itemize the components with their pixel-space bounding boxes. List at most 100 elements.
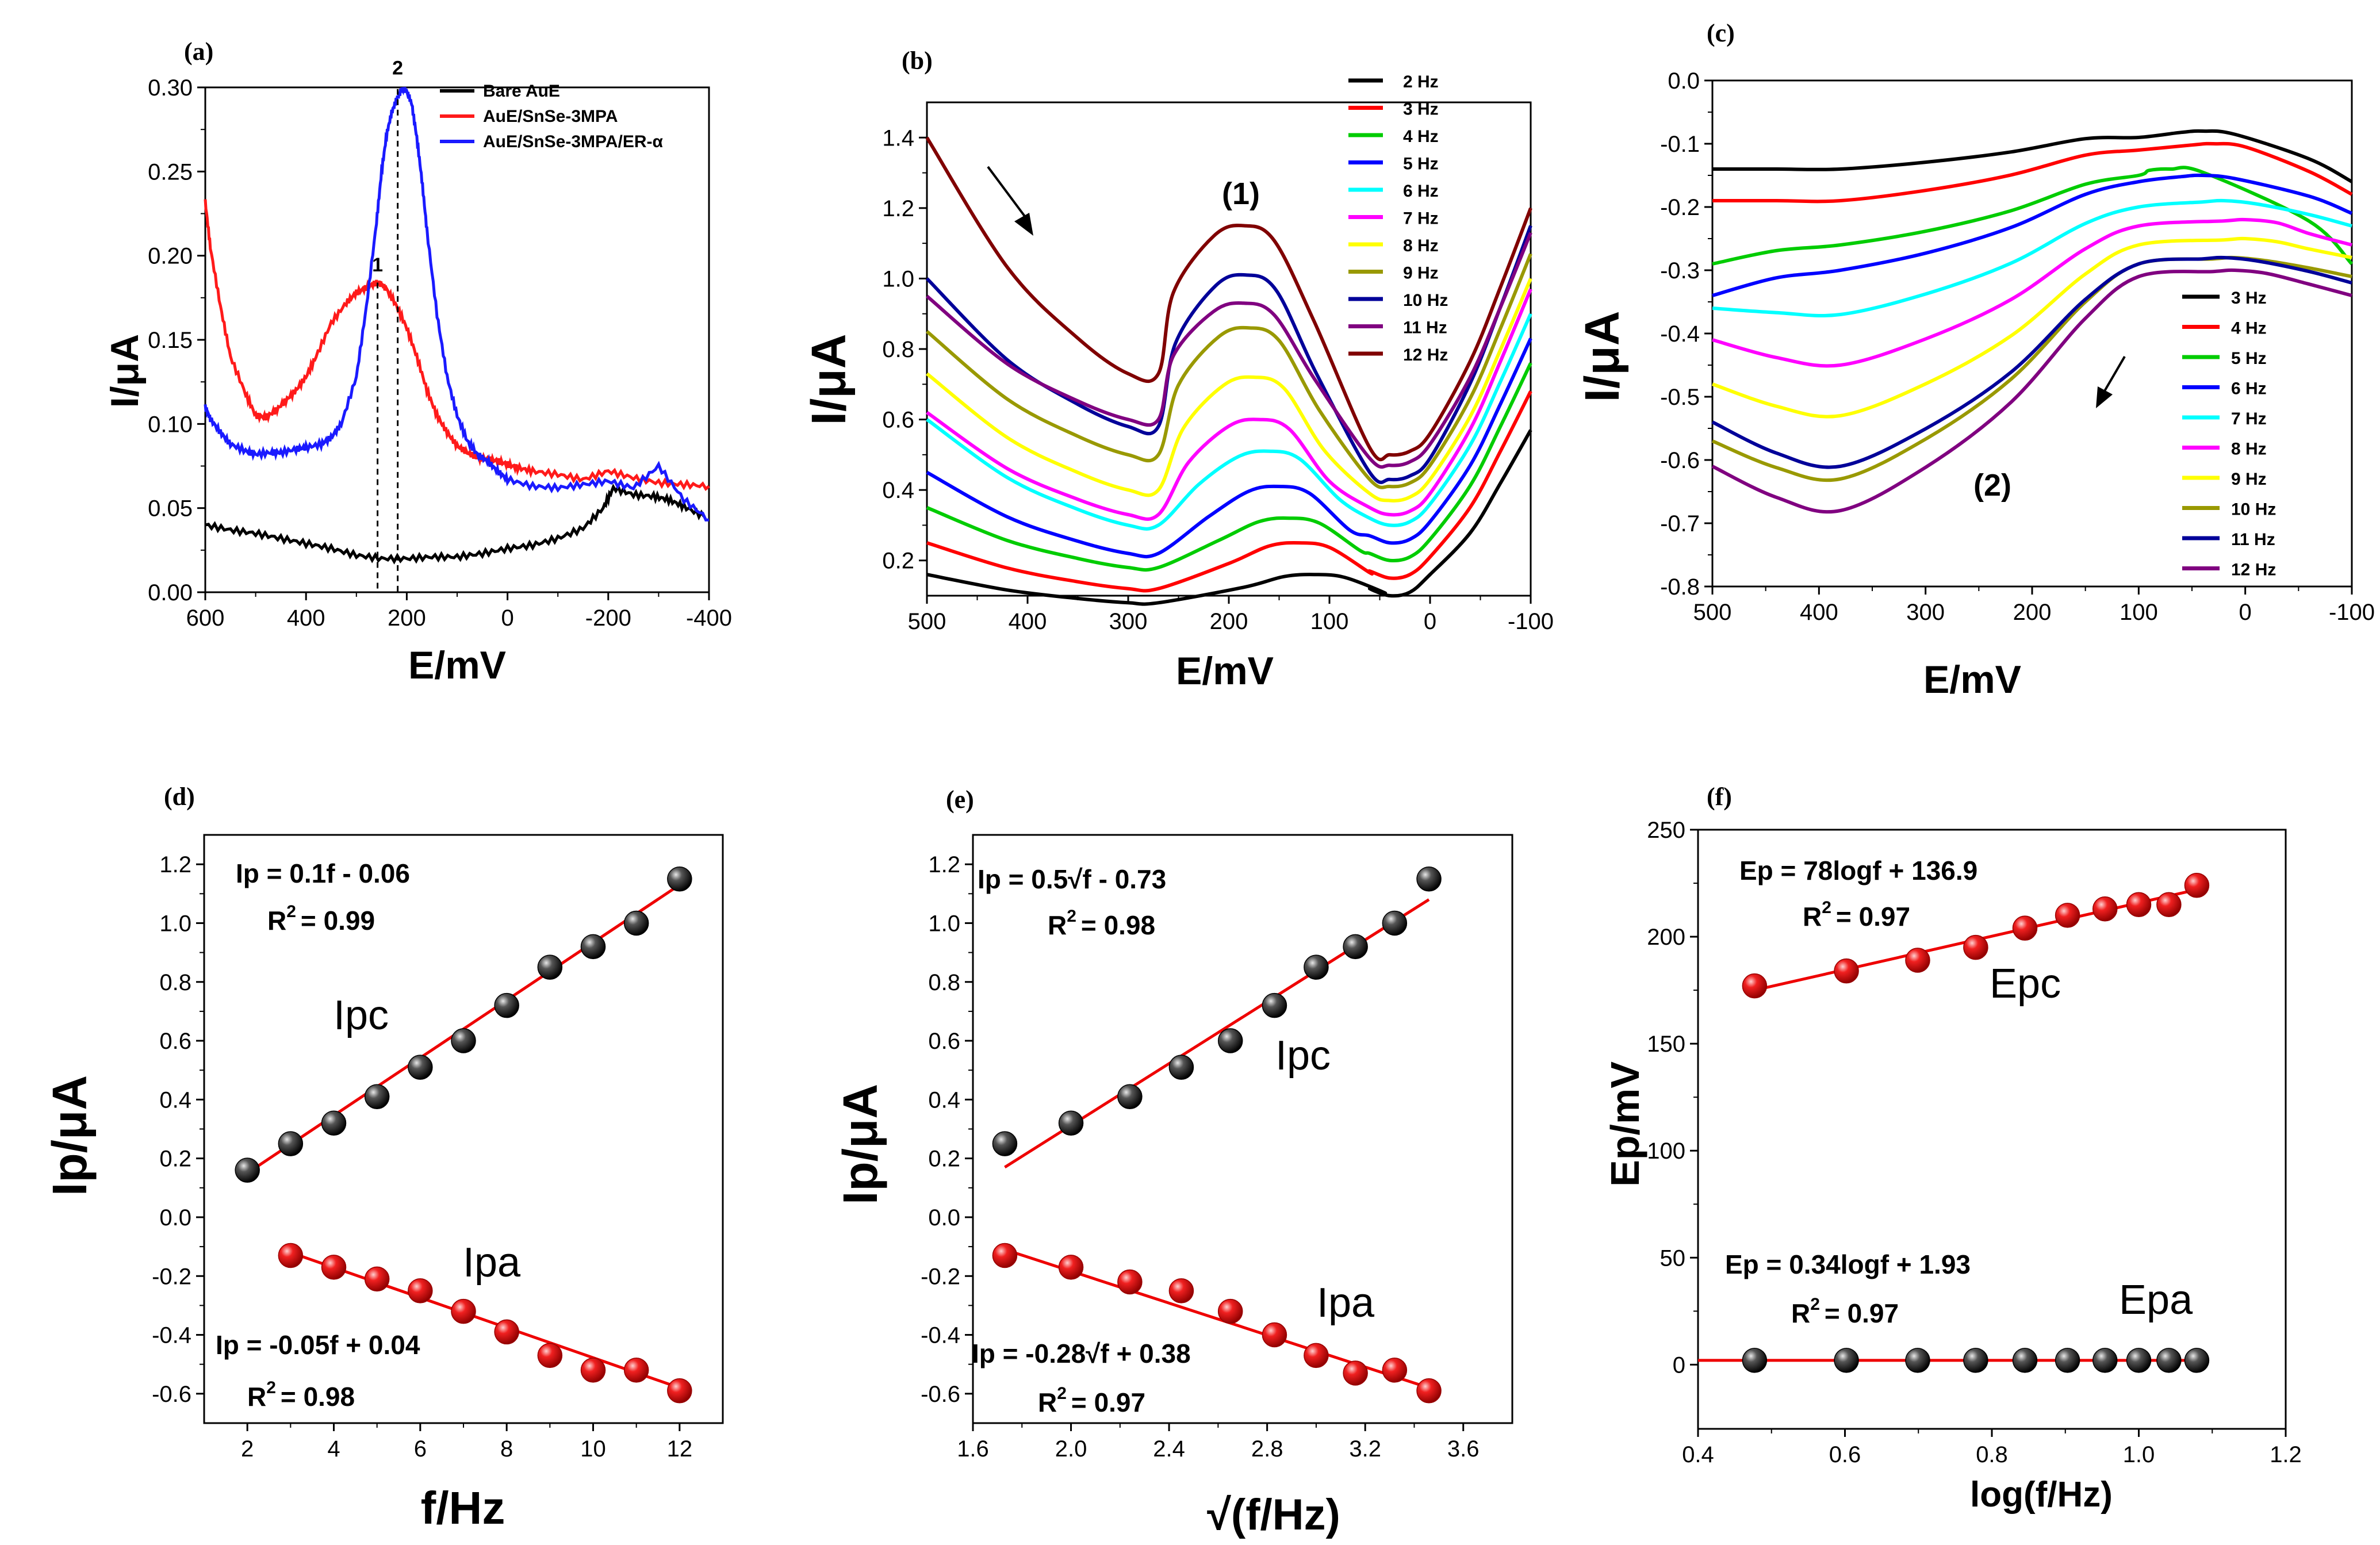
data-point-d-ipc: [580, 934, 606, 960]
legend-entry-c: 5 Hz: [2231, 349, 2267, 368]
c-y-tick-label: -0.1: [1660, 132, 1700, 157]
legend-entry-c: 11 Hz: [2231, 530, 2275, 549]
panel-a: (a) I/μA E/mV 600 400 200 0 -200 -400 0.00 0.05…: [103, 37, 732, 687]
series-line-b-2: [926, 390, 1532, 593]
d-x-tick-label: 6: [414, 1436, 427, 1462]
f-y-tick-label: 0: [1673, 1352, 1685, 1378]
data-point-d-ipc: [623, 910, 649, 936]
axes-d: 2 4 6 8 10 12 -0.6 -0.4 -0.2 0.0 0.2 0.4 0.6 0.8 1.0 1.…: [152, 834, 724, 1462]
legend-entry-bare-aue: Bare AuE: [483, 82, 560, 101]
series-line-b-1: [926, 429, 1532, 606]
x-axis-label-b: E/mV: [1176, 649, 1274, 693]
series-line-c-6: [1712, 217, 2352, 368]
d-y-tick-label: -0.4: [152, 1323, 191, 1348]
data-point-f-epc: [2156, 892, 2182, 917]
f-x-tick-label: 0.8: [1976, 1442, 2008, 1467]
data-point-e-ipc: [992, 1131, 1018, 1156]
d-x-tick-label: 4: [327, 1436, 340, 1462]
panel-label-e: (e): [946, 785, 974, 814]
b-x-tick-label: -100: [1508, 609, 1554, 634]
e-x-tick-label: 3.2: [1349, 1436, 1381, 1462]
series-line-c-10: [1711, 268, 2352, 514]
a-x-tick-label: 0: [501, 605, 513, 631]
panel-b: (b) I/μA E/mV 500 400 300 200 100 0 -100 0.2 0.4…: [802, 47, 1554, 693]
data-point-f-epa: [1905, 1348, 1930, 1373]
e-y-tick-label: -0.2: [921, 1264, 960, 1289]
panel-c: (c) I/μA E/mV 500 400 300 200 100 0 -100 -0.8 -0…: [1575, 19, 2375, 701]
legend-entry-b: 3 Hz: [1403, 100, 1439, 119]
d-y-tick-label: 0.4: [159, 1087, 191, 1113]
legend-entry-c: 6 Hz: [2231, 379, 2267, 398]
equation-ipa-d: Ip = -0.05f + 0.04: [216, 1330, 420, 1360]
d-y-tick-label: 0.2: [159, 1147, 191, 1172]
data-point-e-ipa: [1343, 1360, 1368, 1386]
legend-b: 2 Hz 3 Hz 4 Hz 5 Hz 6 Hz 7 Hz 8 Hz 9 Hz 10 Hz 11 …: [1348, 72, 1448, 365]
peak-annotation-1: (1): [1222, 177, 1260, 211]
data-point-e-ipa: [1058, 1255, 1084, 1280]
data-point-f-epa: [1963, 1348, 1988, 1373]
data-point-f-epc: [1963, 934, 1988, 960]
legend-a: Bare AuE AuE/SnSe-3MPA AuE/SnSe-3MPA/ER-…: [440, 82, 663, 151]
e-y-tick-label: 1.0: [928, 911, 960, 936]
d-y-tick-label: 1.2: [159, 852, 191, 877]
panel-label-a: (a): [184, 37, 213, 66]
y-axis-label-a: I/μA: [103, 334, 147, 408]
axes-a: 600 400 200 0 -200 -400 0.00 0.05 0.10 0.15 0.20 0.…: [148, 75, 732, 631]
series-line-c-5: [1712, 198, 2352, 318]
f-x-tick-label: 1.0: [2123, 1442, 2155, 1467]
c-y-tick-label: -0.8: [1660, 574, 1700, 600]
series-line-c-2: [1712, 141, 2353, 204]
b-y-tick-label: 1.4: [882, 125, 914, 151]
equation-ipa-e: Ip = -0.28√f + 0.38: [972, 1339, 1191, 1368]
data-point-e-ipc: [1416, 866, 1442, 892]
a-x-tick-label: 600: [186, 605, 225, 631]
data-point-d-ipa: [580, 1358, 606, 1383]
legend-c: 3 Hz 4 Hz 5 Hz 6 Hz 7 Hz 8 Hz 9 Hz 10 Hz 11 Hz 12…: [2182, 289, 2276, 580]
e-y-tick-label: -0.4: [921, 1323, 960, 1348]
plot-area-e: [992, 866, 1442, 1404]
d-x-tick-label: 2: [241, 1436, 254, 1462]
legend-entry-c: 10 Hz: [2231, 500, 2276, 519]
label-epc-f: Epc: [1990, 961, 2061, 1007]
b-y-tick-label: 0.6: [882, 408, 914, 433]
a-x-tick-label: -400: [686, 605, 732, 631]
f-y-tick-label: 250: [1647, 818, 1685, 843]
series-line-b-8: [926, 253, 1532, 489]
panel-label-b: (b): [902, 47, 933, 75]
data-point-e-ipc: [1117, 1084, 1143, 1109]
data-point-e-ipa: [1262, 1322, 1287, 1348]
b-x-tick-label: 0: [1424, 609, 1436, 634]
e-x-tick-label: 2.8: [1251, 1436, 1283, 1462]
y-axis-label-d: Ip/μA: [43, 1075, 97, 1196]
series-line-a-1: [205, 483, 706, 565]
plot-area-b: [925, 136, 1532, 606]
label-ipc-e: Ipc: [1275, 1033, 1331, 1079]
panel-label-d: (d): [164, 783, 195, 811]
y-axis-label-c: I/μA: [1575, 311, 1629, 402]
data-point-d-ipc: [667, 866, 692, 892]
data-point-f-epc: [2055, 903, 2080, 928]
data-point-d-ipa: [494, 1319, 519, 1345]
x-axis-label-a: E/mV: [408, 643, 506, 687]
axes-f: 0.4 0.6 0.8 1.0 1.2 0 50 100 150 200 250: [1647, 818, 2302, 1467]
c-x-tick-label: 300: [1906, 600, 1945, 625]
d-y-tick-label: 0.0: [159, 1205, 191, 1230]
x-axis-label-d: f/Hz: [421, 1482, 505, 1534]
legend-entry-b: 6 Hz: [1403, 182, 1439, 201]
data-point-d-ipc: [408, 1055, 433, 1080]
c-x-tick-label: 0: [2239, 600, 2252, 625]
data-point-e-ipa: [1382, 1358, 1408, 1383]
e-y-tick-label: 0.0: [928, 1205, 960, 1230]
data-point-e-ipc: [1304, 954, 1329, 980]
arrow-c: [2096, 355, 2126, 408]
data-point-f-epa: [2184, 1348, 2210, 1373]
data-point-e-ipa: [992, 1243, 1018, 1268]
label-ipc-d: Ipc: [334, 992, 389, 1038]
data-point-d-ipc: [364, 1084, 390, 1109]
c-y-tick-label: -0.3: [1660, 258, 1700, 283]
data-point-f-epc: [1905, 948, 1930, 973]
f-y-tick-label: 50: [1660, 1245, 1686, 1271]
a-y-tick-label: 0.30: [148, 75, 193, 101]
data-point-e-ipc: [1343, 934, 1368, 960]
data-point-f-epa: [1834, 1348, 1859, 1373]
